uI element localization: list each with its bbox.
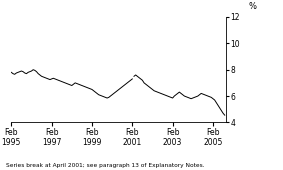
Text: Series break at April 2001; see paragraph 13 of Explanatory Notes.: Series break at April 2001; see paragrap… (6, 163, 204, 168)
Text: %: % (248, 2, 256, 11)
